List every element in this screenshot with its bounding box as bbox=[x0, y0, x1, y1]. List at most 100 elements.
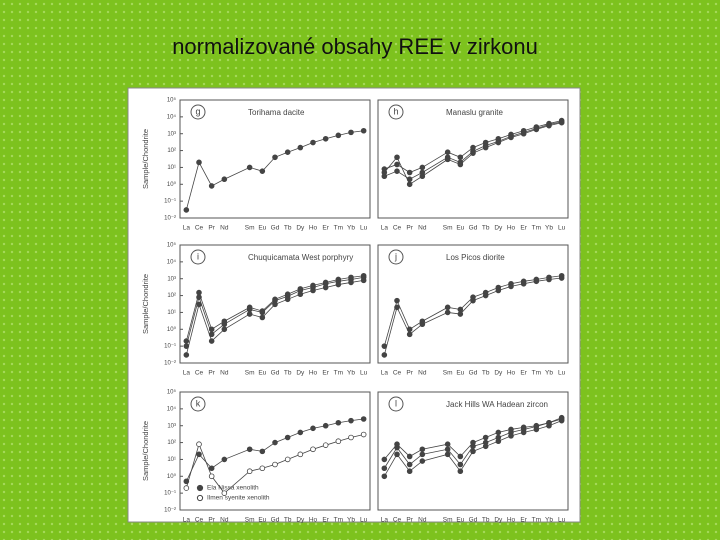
x-tick-label: Dy bbox=[494, 370, 503, 377]
data-point bbox=[221, 456, 228, 463]
data-point bbox=[259, 448, 266, 455]
data-point bbox=[335, 419, 342, 426]
data-point bbox=[419, 451, 426, 458]
plot-frame bbox=[179, 391, 371, 511]
data-point bbox=[457, 311, 464, 317]
data-point bbox=[360, 431, 367, 438]
x-tick-label: Sm bbox=[443, 517, 453, 524]
x-tick-label: Sm bbox=[443, 370, 453, 377]
x-tick-label: Gd bbox=[271, 370, 280, 377]
data-point bbox=[470, 297, 476, 304]
panel-title: Manaslu granite bbox=[446, 108, 503, 117]
data-point bbox=[482, 292, 489, 299]
y-tick-label: 10⁻¹ bbox=[164, 199, 176, 205]
x-tick-label: Er bbox=[520, 517, 527, 524]
x-tick-label: Ho bbox=[309, 370, 318, 377]
data-point bbox=[284, 434, 291, 441]
data-point bbox=[533, 422, 540, 429]
x-tick-label: Gd bbox=[469, 370, 478, 377]
panel-title: Jack Hills WA Hadean zircon bbox=[446, 400, 548, 409]
data-point bbox=[246, 468, 253, 475]
data-point bbox=[196, 441, 202, 448]
x-tick-label: Lu bbox=[360, 225, 368, 232]
data-point bbox=[394, 451, 400, 458]
plot-frame bbox=[377, 99, 569, 219]
data-point bbox=[406, 169, 413, 176]
data-point bbox=[406, 453, 413, 460]
panel-label-badge bbox=[388, 249, 404, 265]
data-point bbox=[419, 164, 426, 171]
data-point bbox=[360, 416, 367, 422]
x-tick-label: Pr bbox=[208, 517, 215, 524]
legend-marker bbox=[196, 494, 204, 502]
x-tick-label: Er bbox=[322, 517, 329, 524]
data-point bbox=[310, 446, 316, 453]
x-tick-label: Pr bbox=[208, 225, 215, 232]
x-tick-label: La bbox=[381, 517, 389, 524]
x-tick-label: Er bbox=[520, 225, 527, 232]
x-tick-label: Er bbox=[322, 370, 329, 377]
x-tick-label: Lu bbox=[360, 370, 368, 377]
data-point bbox=[470, 448, 476, 455]
y-tick-label: 10⁻¹ bbox=[164, 491, 176, 497]
data-point bbox=[272, 461, 278, 468]
data-point bbox=[348, 417, 354, 424]
data-point bbox=[482, 443, 489, 450]
data-point bbox=[310, 139, 316, 146]
data-point bbox=[457, 154, 464, 161]
panel-label: l bbox=[395, 398, 397, 408]
y-tick-label: 10⁴ bbox=[167, 405, 177, 412]
x-tick-label: Yb bbox=[347, 517, 355, 524]
data-point bbox=[394, 154, 400, 161]
x-tick-label: Sm bbox=[443, 225, 453, 232]
data-point bbox=[558, 275, 565, 281]
data-point bbox=[495, 429, 502, 436]
x-tick-label: Nd bbox=[220, 517, 229, 524]
x-tick-label: Ce bbox=[393, 370, 402, 377]
x-tick-label: Nd bbox=[220, 370, 229, 377]
y-tick-label: 10² bbox=[167, 148, 176, 154]
x-tick-label: Lu bbox=[558, 517, 566, 524]
y-tick-label: 10³ bbox=[167, 423, 176, 429]
data-point bbox=[482, 144, 489, 151]
plot-frame bbox=[179, 244, 371, 364]
panel-label-badge bbox=[388, 104, 404, 120]
x-tick-label: Dy bbox=[296, 517, 305, 524]
x-tick-label: La bbox=[381, 370, 389, 377]
data-point bbox=[419, 173, 426, 180]
data-point bbox=[335, 132, 342, 139]
y-tick-label: 10⁴ bbox=[167, 113, 177, 120]
data-point bbox=[297, 451, 304, 458]
data-point bbox=[406, 468, 413, 475]
data-point bbox=[246, 164, 253, 171]
panel-label: k bbox=[196, 398, 201, 408]
y-tick-label: 10⁻¹ bbox=[164, 344, 176, 350]
data-point bbox=[360, 277, 367, 284]
data-point bbox=[457, 461, 464, 468]
data-point bbox=[546, 276, 552, 283]
data-point bbox=[297, 291, 304, 298]
legend-marker bbox=[196, 484, 204, 492]
data-point bbox=[208, 338, 215, 344]
x-tick-label: Eu bbox=[258, 370, 266, 377]
panel-title: Los Picos diorite bbox=[446, 253, 505, 262]
y-tick-label: 10⁻² bbox=[164, 216, 176, 222]
data-point bbox=[208, 183, 215, 189]
data-point bbox=[381, 456, 388, 463]
data-point bbox=[520, 280, 527, 287]
data-point bbox=[322, 279, 329, 286]
x-tick-label: Ce bbox=[195, 370, 204, 377]
data-point bbox=[297, 144, 304, 151]
y-tick-label: 10⁻² bbox=[164, 361, 176, 367]
x-tick-label: Gd bbox=[271, 517, 280, 524]
data-point bbox=[470, 150, 476, 156]
panel-label-badge bbox=[388, 396, 404, 412]
panel-label: g bbox=[195, 106, 200, 116]
x-tick-label: Eu bbox=[258, 517, 266, 524]
x-tick-label: Tm bbox=[532, 225, 541, 232]
x-tick-label: Tb bbox=[482, 225, 490, 232]
x-tick-label: Nd bbox=[220, 225, 229, 232]
x-tick-label: Ho bbox=[507, 370, 516, 377]
data-point bbox=[444, 156, 451, 163]
